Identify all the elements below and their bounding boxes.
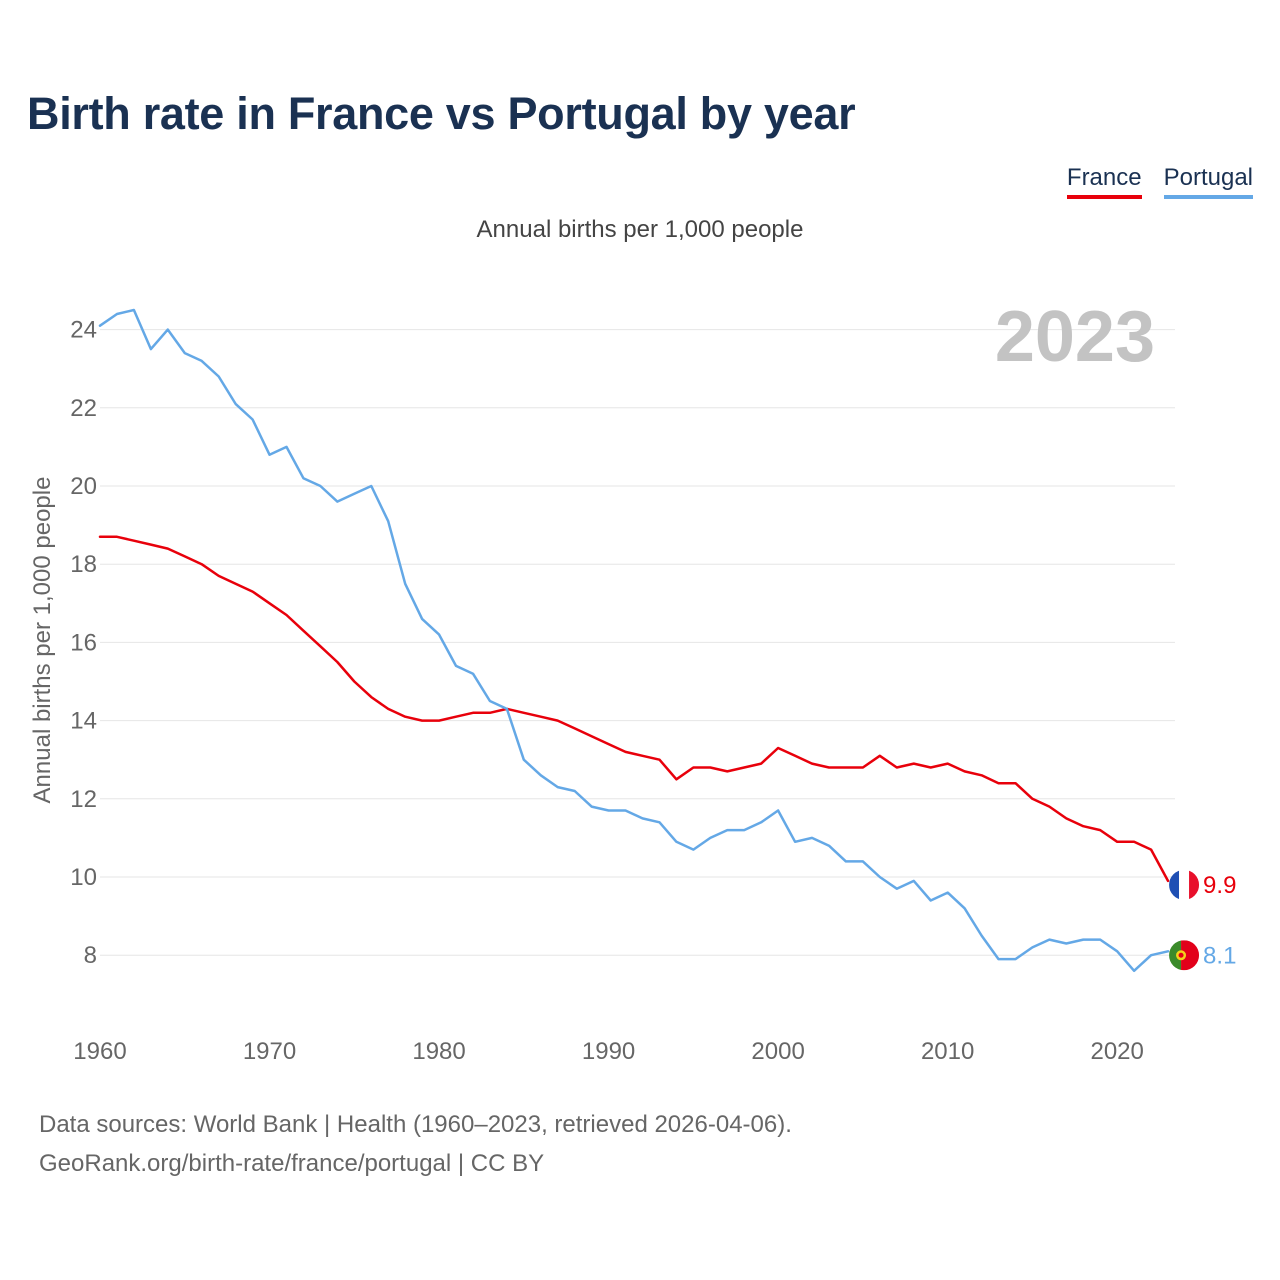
y-tick-label: 24 <box>70 317 97 344</box>
x-axis: 1960 1970 1980 1990 2000 2010 2020 <box>73 1038 1144 1065</box>
x-tick-label: 1980 <box>412 1038 465 1065</box>
y-tick-label: 22 <box>70 395 97 422</box>
year-watermark: 2023 <box>995 297 1155 377</box>
y-tick-label: 12 <box>70 786 97 813</box>
y-tick-label: 10 <box>70 864 97 891</box>
y-tick-label: 14 <box>70 708 97 735</box>
x-tick-label: 1960 <box>73 1038 126 1065</box>
chart-title: Birth rate in France vs Portugal by year <box>27 88 856 139</box>
series-line-france <box>98 535 1170 883</box>
sources-line-1: Data sources: World Bank | Health (1960–… <box>39 1111 792 1138</box>
y-tick-label: 18 <box>70 551 97 578</box>
x-tick-label: 2010 <box>921 1038 974 1065</box>
y-tick-label: 8 <box>84 942 97 969</box>
sources-line-2[interactable]: GeoRank.org/birth-rate/france/portugal |… <box>39 1150 545 1177</box>
data-sources: Data sources: World Bank | Health (1960–… <box>39 1105 792 1183</box>
y-tick-label: 16 <box>70 629 97 656</box>
grid-lines <box>100 329 1175 956</box>
x-tick-label: 2000 <box>751 1038 804 1065</box>
x-tick-label: 2020 <box>1090 1038 1143 1065</box>
legend-item-portugal[interactable]: Portugal <box>1163 164 1253 199</box>
series-lines <box>98 308 1170 973</box>
y-tick-label: 20 <box>70 473 97 500</box>
x-tick-label: 1990 <box>582 1038 635 1065</box>
y-axis-label: Annual births per 1,000 people <box>29 477 56 804</box>
france-flag-icon <box>1169 869 1200 900</box>
legend: France Portugal <box>1066 164 1253 199</box>
end-value-label-portugal: 8.1 <box>1203 942 1236 969</box>
portugal-flag-icon <box>1169 940 1200 971</box>
legend-item-france[interactable]: France <box>1066 164 1142 199</box>
chart-subtitle: Annual births per 1,000 people <box>476 216 804 243</box>
end-value-label-france: 9.9 <box>1203 872 1236 899</box>
series-end-markers: 9.9 8.1 <box>1169 869 1236 971</box>
series-line-portugal <box>98 308 1170 973</box>
x-tick-label: 1970 <box>243 1038 296 1065</box>
y-axis: 8 10 12 14 16 18 20 22 24 <box>70 317 97 970</box>
